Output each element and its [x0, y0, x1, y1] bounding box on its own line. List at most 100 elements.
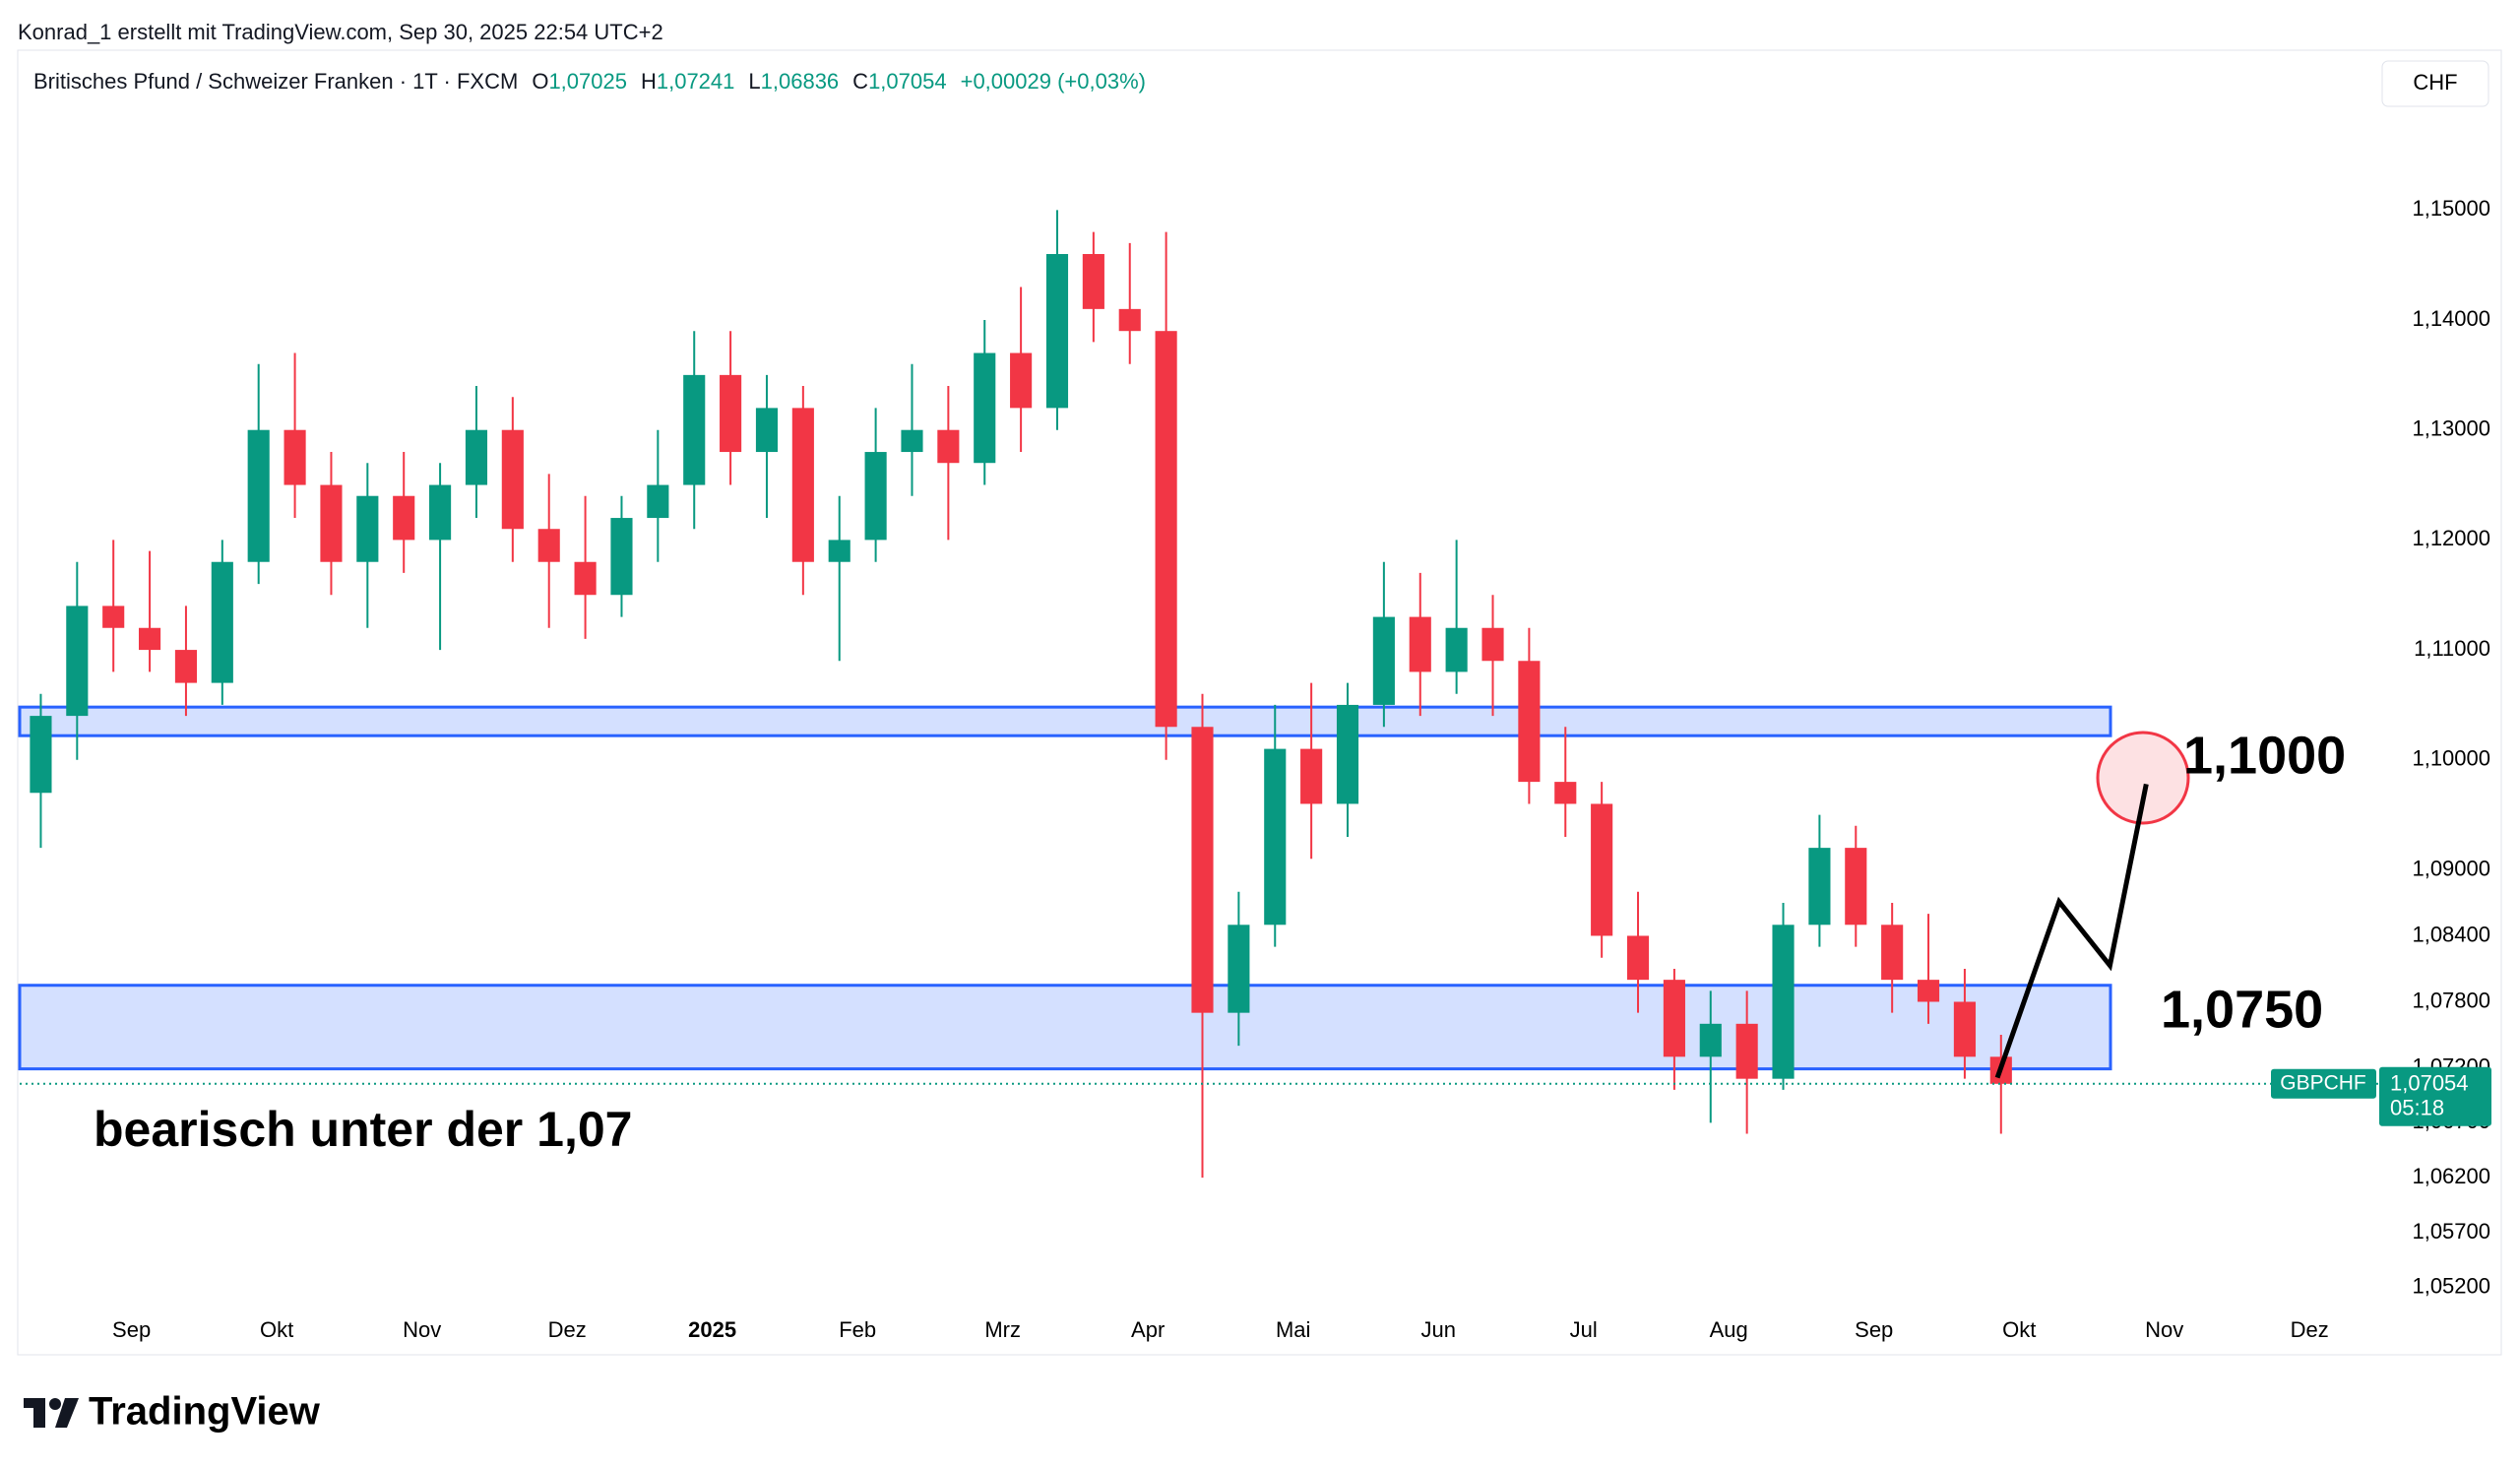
annotation: 1,1000: [2183, 726, 2346, 785]
candle-body: [211, 561, 233, 683]
x-tick-label: Dez: [2291, 1317, 2329, 1342]
y-tick-label: 1,12000: [2412, 526, 2490, 550]
y-tick-label: 1,15000: [2412, 196, 2490, 221]
candle-body: [1881, 925, 1904, 981]
candle-body: [284, 429, 306, 485]
candle-body: [247, 429, 270, 562]
candle-body: [1845, 848, 1867, 925]
candle-body: [755, 408, 779, 453]
candle-body: [1228, 925, 1250, 1013]
x-tick-label: Jun: [1420, 1317, 1455, 1342]
ohlc-value: 1,07241: [656, 69, 735, 94]
zone: [18, 984, 2112, 1071]
candle-body: [1518, 661, 1541, 783]
ohlc-label: O: [532, 69, 549, 94]
annotation: 1,0750: [2161, 980, 2323, 1039]
ohlc-value: 1,07025: [548, 69, 627, 94]
y-tick-label: 1,05700: [2412, 1219, 2490, 1244]
ohlc-item: O1,07025: [532, 69, 627, 95]
y-tick-label: 1,09000: [2412, 856, 2490, 880]
x-tick-label: Jul: [1570, 1317, 1598, 1342]
candle-body: [1118, 308, 1141, 332]
candle-body: [1735, 1023, 1758, 1079]
y-tick-label: 1,07800: [2412, 988, 2490, 1012]
candle-body: [683, 374, 706, 485]
ohlc-value: 1,06836: [760, 69, 840, 94]
x-tick-label: Mrz: [984, 1317, 1021, 1342]
candle-body: [974, 352, 996, 464]
candle-body: [1300, 748, 1323, 804]
symbol: Britisches Pfund / Schweizer Franken · 1…: [33, 69, 519, 94]
currency-button[interactable]: [2381, 60, 2489, 107]
zone: [18, 705, 2112, 737]
candle-body: [139, 627, 161, 651]
x-tick-label: Nov: [2145, 1317, 2183, 1342]
candle-body: [1264, 748, 1287, 925]
chart-border: [17, 49, 2502, 1356]
ohlc-item: L1,06836: [748, 69, 839, 95]
candle-body: [320, 484, 343, 562]
candle-body: [1082, 254, 1104, 309]
annotation: bearisch unter der 1,07: [94, 1102, 632, 1157]
x-tick-label: Apr: [1131, 1317, 1165, 1342]
x-tick-label: Sep: [112, 1317, 151, 1342]
x-tick-label: 2025: [688, 1317, 736, 1342]
header: Britisches Pfund / Schweizer Franken · 1…: [33, 69, 1146, 95]
candle-body: [828, 540, 850, 562]
candle-body: [501, 429, 524, 530]
x-tick-label: Nov: [403, 1317, 441, 1342]
ohlc-label: C: [852, 69, 869, 94]
candle-body: [1808, 848, 1831, 925]
y-tick-label: 1,08400: [2412, 922, 2490, 946]
candle-body: [1699, 1023, 1722, 1057]
change: +0,00029 (+0,03%): [960, 69, 1146, 94]
candle-body: [720, 374, 742, 453]
x-tick-label: Aug: [1710, 1317, 1748, 1342]
candle-body: [1409, 616, 1431, 672]
x-tick-label: Sep: [1855, 1317, 1893, 1342]
candle-body: [574, 561, 597, 596]
candle-body: [1626, 935, 1650, 981]
candle-body: [356, 495, 379, 562]
y-tick-label: 1,14000: [2412, 306, 2490, 331]
credit: Konrad_1 erstellt mit TradingView.com, S…: [18, 20, 663, 44]
y-tick-label: 1,11000: [2414, 636, 2490, 661]
candle-body: [1155, 331, 1177, 728]
candle-body: [901, 429, 923, 453]
candle-body: [393, 495, 415, 541]
candle-body: [465, 429, 488, 485]
y-tick-label: 1,05200: [2412, 1274, 2490, 1299]
candle-body: [1953, 1001, 1976, 1057]
candle-body: [537, 529, 560, 562]
target-marker: [2096, 731, 2190, 825]
candle-body: [610, 518, 633, 596]
price-tag: [2379, 1066, 2491, 1126]
x-tick-label: Dez: [548, 1317, 587, 1342]
candle-body: [1481, 627, 1504, 662]
x-tick-label: Feb: [839, 1317, 876, 1342]
y-tick-label: 1,13000: [2412, 416, 2490, 441]
x-tick-label: Okt: [2002, 1317, 2036, 1342]
candle-body: [647, 484, 669, 519]
y-tick-label: 1,06200: [2412, 1164, 2490, 1188]
candle-body: [1045, 254, 1069, 409]
price-tag-label: 1,07054: [2390, 1071, 2469, 1096]
candle-body: [66, 606, 89, 717]
candle-body: [1663, 980, 1685, 1057]
projection-path: [1994, 783, 2149, 1079]
ohlc-item: H1,07241: [641, 69, 734, 95]
candle-body: [937, 429, 960, 464]
currency[interactable]: CHF: [2413, 70, 2457, 95]
candle-body: [791, 408, 814, 562]
candle-body: [1772, 925, 1795, 1079]
y-tick-label: 1,10000: [2412, 746, 2490, 771]
candle-body: [1917, 980, 1940, 1002]
logo-icon: [24, 1398, 79, 1428]
candle-body: [1372, 616, 1395, 705]
x-tick-label: Okt: [260, 1317, 293, 1342]
candle-body: [1591, 803, 1613, 936]
logo: TradingView: [89, 1390, 321, 1434]
candle-body: [1191, 727, 1214, 1013]
